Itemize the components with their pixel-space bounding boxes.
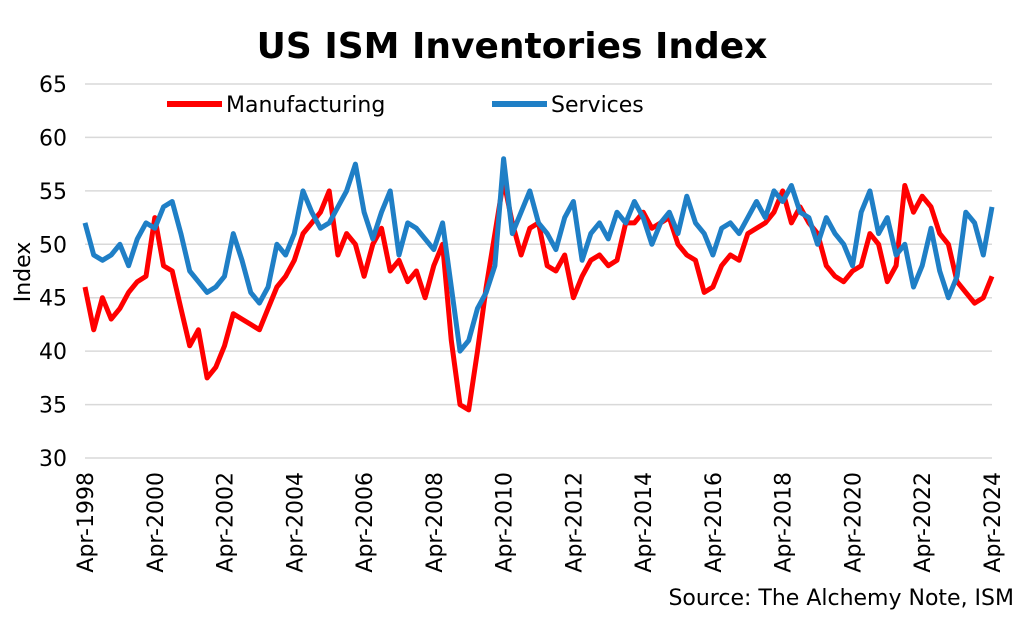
y-tick-label: 65 <box>39 73 67 98</box>
x-tick-label: Apr-2012 <box>562 472 587 573</box>
legend-label-services: Services <box>551 93 644 118</box>
x-axis-ticks: Apr-1998 Apr-2000 Apr-2002 Apr-2004 Apr-2006… <box>74 472 1006 573</box>
chart-title: US ISM Inventories Index <box>257 26 768 67</box>
legend: Manufacturing Services <box>167 93 644 118</box>
y-axis-ticks: 30 35 40 45 50 55 60 65 <box>39 73 67 472</box>
y-tick-label: 60 <box>39 126 67 151</box>
x-tick-label: Apr-2004 <box>283 472 308 573</box>
y-axis-label: Index <box>11 242 36 303</box>
y-tick-label: 40 <box>39 340 67 365</box>
y-tick-label: 45 <box>39 287 67 312</box>
x-tick-label: Apr-2008 <box>423 472 448 573</box>
y-tick-label: 55 <box>39 180 67 205</box>
legend-label-manufacturing: Manufacturing <box>226 93 385 118</box>
x-tick-label: Apr-2024 <box>981 472 1006 573</box>
x-tick-label: Apr-1998 <box>74 472 99 573</box>
y-tick-label: 30 <box>39 447 67 472</box>
x-tick-label: Apr-2022 <box>911 472 936 573</box>
source-note: Source: The Alchemy Note, ISM <box>668 586 1014 611</box>
x-tick-label: Apr-2002 <box>214 472 239 573</box>
x-tick-label: Apr-2010 <box>493 472 518 573</box>
x-tick-label: Apr-2014 <box>632 472 657 573</box>
series-lines <box>82 156 995 413</box>
y-tick-label: 35 <box>39 394 67 419</box>
y-tick-label: 50 <box>39 233 67 258</box>
series-line-services <box>82 156 995 354</box>
x-tick-label: Apr-2000 <box>144 472 169 573</box>
x-tick-label: Apr-2016 <box>702 472 727 573</box>
x-tick-label: Apr-2020 <box>841 472 866 573</box>
x-tick-label: Apr-2018 <box>772 472 797 573</box>
x-tick-label: Apr-2006 <box>353 472 378 573</box>
